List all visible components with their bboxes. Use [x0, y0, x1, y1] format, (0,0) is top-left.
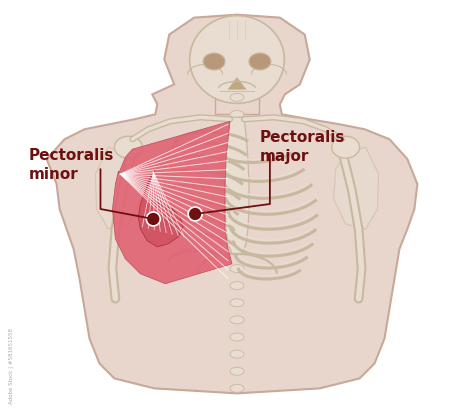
Ellipse shape [203, 54, 225, 71]
Ellipse shape [230, 162, 244, 171]
Ellipse shape [114, 137, 142, 159]
Ellipse shape [230, 333, 244, 341]
Polygon shape [95, 148, 140, 229]
Ellipse shape [230, 265, 244, 273]
Ellipse shape [230, 128, 244, 136]
Polygon shape [138, 170, 183, 247]
Text: Pectoralis
major: Pectoralis major [260, 130, 345, 164]
Ellipse shape [230, 282, 244, 290]
Ellipse shape [230, 180, 244, 188]
Text: Adobe Stock | #581651558: Adobe Stock | #581651558 [9, 328, 14, 404]
Text: Pectoralis
minor: Pectoralis minor [29, 148, 114, 181]
Ellipse shape [230, 299, 244, 307]
Circle shape [188, 207, 202, 221]
Ellipse shape [332, 137, 360, 159]
Ellipse shape [230, 145, 244, 153]
Ellipse shape [230, 385, 244, 392]
Polygon shape [46, 16, 418, 394]
Ellipse shape [249, 54, 271, 71]
Ellipse shape [230, 214, 244, 222]
Ellipse shape [230, 94, 244, 102]
Ellipse shape [230, 248, 244, 256]
Polygon shape [225, 118, 249, 254]
Polygon shape [228, 78, 246, 90]
Ellipse shape [230, 316, 244, 324]
Ellipse shape [230, 111, 244, 119]
Circle shape [146, 212, 160, 226]
Ellipse shape [230, 197, 244, 204]
Ellipse shape [230, 231, 244, 239]
Polygon shape [334, 148, 379, 229]
Polygon shape [215, 98, 259, 115]
Ellipse shape [230, 368, 244, 375]
Ellipse shape [190, 17, 284, 104]
Ellipse shape [230, 350, 244, 358]
Polygon shape [112, 122, 232, 284]
